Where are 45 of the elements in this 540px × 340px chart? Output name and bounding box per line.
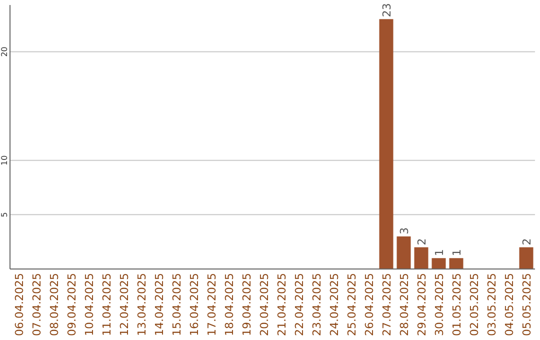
data-label: 2 bbox=[520, 238, 534, 246]
x-tick-label: 11.04.2025 bbox=[100, 273, 114, 336]
x-tick-label: 26.04.2025 bbox=[362, 273, 376, 336]
bar bbox=[449, 258, 464, 269]
bar bbox=[519, 247, 534, 269]
bar bbox=[379, 19, 394, 269]
x-tick-label: 02.05.2025 bbox=[468, 273, 481, 336]
x-tick-label: 08.04.2025 bbox=[48, 273, 61, 336]
y-tick-label: 10 bbox=[0, 155, 9, 166]
x-tick-label: 27.04.2025 bbox=[380, 273, 394, 336]
x-tick-label: 04.05.2025 bbox=[502, 273, 516, 336]
x-tick-label: 10.04.2025 bbox=[82, 273, 96, 336]
x-tick-label: 18.04.2025 bbox=[222, 273, 236, 336]
x-tick-label: 13.04.2025 bbox=[135, 273, 148, 336]
x-tick-label: 15.04.2025 bbox=[170, 273, 184, 336]
x-tick-label: 30.04.2025 bbox=[432, 273, 446, 336]
x-tick-label: 20.04.2025 bbox=[258, 273, 271, 336]
x-tick-label: 14.04.2025 bbox=[152, 273, 166, 336]
data-label: 2 bbox=[415, 238, 428, 246]
data-label: 1 bbox=[432, 249, 446, 256]
y-tick-label: 20 bbox=[0, 46, 9, 57]
bar bbox=[432, 258, 446, 269]
data-label: 1 bbox=[450, 249, 464, 256]
x-tick-label: 07.04.2025 bbox=[30, 273, 44, 336]
x-tick-label: 24.04.2025 bbox=[328, 273, 341, 336]
x-tick-label: 23.04.2025 bbox=[310, 273, 324, 336]
x-tick-label: 05.05.2025 bbox=[520, 273, 534, 336]
x-tick-label: 25.04.2025 bbox=[345, 273, 358, 336]
y-tick-label: 5 bbox=[0, 212, 9, 218]
x-tick-label: 03.05.2025 bbox=[485, 273, 498, 336]
x-tick-label: 29.04.2025 bbox=[415, 273, 428, 336]
data-label: 23 bbox=[380, 3, 394, 18]
x-tick-label: 17.04.2025 bbox=[205, 273, 218, 336]
x-tick-label: 12.04.2025 bbox=[118, 273, 131, 336]
data-label: 3 bbox=[398, 227, 411, 234]
x-tick-label: 21.04.2025 bbox=[275, 273, 288, 336]
x-tick-label: 22.04.2025 bbox=[292, 273, 306, 336]
x-tick-label: 28.04.2025 bbox=[398, 273, 411, 336]
x-tick-label: 19.04.2025 bbox=[240, 273, 254, 336]
x-tick-label: 09.04.2025 bbox=[65, 273, 78, 336]
bar bbox=[414, 247, 428, 269]
bar bbox=[396, 236, 411, 269]
x-tick-label: 16.04.2025 bbox=[188, 273, 201, 336]
x-tick-label: 06.04.2025 bbox=[12, 273, 26, 336]
x-tick-label: 01.05.2025 bbox=[450, 273, 464, 336]
